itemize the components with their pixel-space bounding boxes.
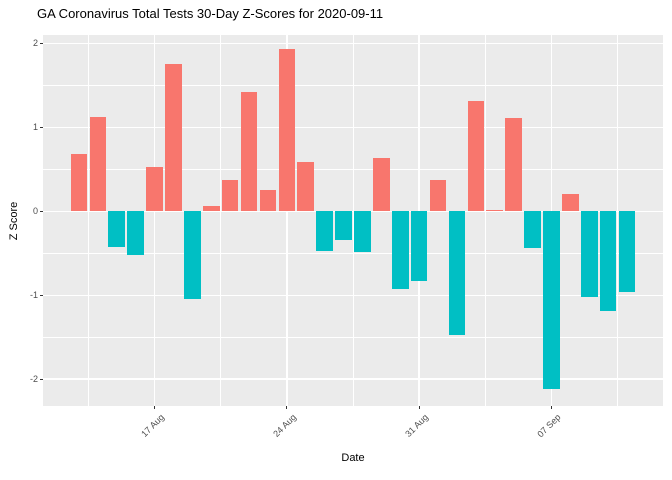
x-tick-mark [418,406,420,409]
plot-panel [43,35,663,406]
bar [335,211,352,240]
bar [259,190,277,212]
gridline-v-major [286,35,288,406]
bar [316,211,333,251]
bar [89,117,107,212]
y-tick-mark [40,378,43,380]
x-tick-mark [154,406,156,409]
x-tick-mark [550,406,552,409]
bar [486,209,504,212]
y-tick-label: 0 [32,205,38,216]
x-tick-label: 24 Aug [271,412,298,439]
bar [373,158,390,212]
gridline-v-major [153,35,156,406]
bar [165,64,182,212]
bar [391,211,409,290]
y-tick-label: -1 [29,289,38,300]
x-tick-label: 07 Sep [535,412,563,440]
bar [467,101,485,212]
bar [580,211,598,297]
y-tick-label: 1 [32,121,38,132]
y-tick-label: -2 [29,373,38,384]
y-tick-mark [40,210,43,212]
bar [599,211,617,312]
gridline-v-minor [88,35,89,406]
bar [448,211,466,335]
bar [524,211,541,249]
bar [278,49,296,212]
bar [297,161,315,212]
x-tick-label: 17 Aug [138,412,166,439]
bar [202,206,220,212]
bar [127,211,144,255]
bar [561,193,579,212]
gridline-v-minor [484,35,486,406]
bar [354,211,371,252]
bar [184,211,201,299]
x-tick-mark [286,406,288,409]
gridline-v-minor [220,35,222,406]
gridline-v-minor [617,35,618,406]
y-tick-label: 2 [32,37,38,48]
bar [108,211,126,247]
y-tick-mark [40,126,43,128]
bar [618,211,636,292]
y-tick-mark [40,294,43,296]
chart-title: GA Coronavirus Total Tests 30-Day Z-Scor… [37,6,384,21]
bar [543,211,560,390]
gridline-v-minor [352,35,354,406]
bar [410,211,428,281]
bar [505,118,522,212]
bar [70,154,88,212]
x-tick-label: 31 Aug [403,412,431,439]
bar [240,92,258,212]
x-axis-title: Date [341,452,365,464]
bar [221,180,239,212]
bar [146,166,163,212]
y-tick-mark [40,42,43,44]
bar [429,180,447,212]
